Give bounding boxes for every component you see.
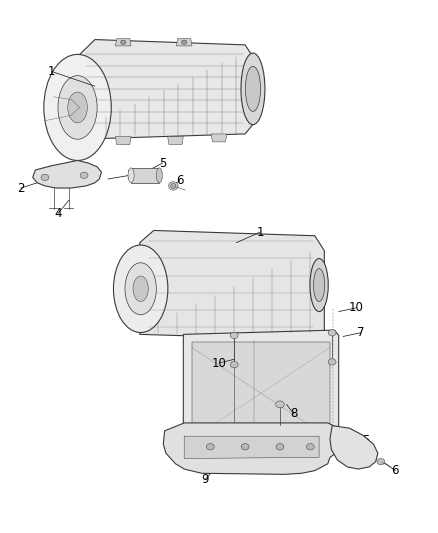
Text: 6: 6	[176, 174, 184, 187]
Ellipse shape	[128, 168, 134, 183]
Polygon shape	[33, 160, 102, 188]
Ellipse shape	[120, 40, 126, 44]
Ellipse shape	[245, 66, 261, 111]
Ellipse shape	[314, 269, 325, 302]
Ellipse shape	[113, 245, 168, 333]
Text: 2: 2	[17, 182, 25, 195]
Text: 5: 5	[362, 434, 370, 447]
Ellipse shape	[230, 332, 238, 338]
Ellipse shape	[241, 443, 249, 450]
Text: 4: 4	[54, 207, 62, 220]
Ellipse shape	[58, 76, 97, 139]
Polygon shape	[184, 436, 319, 458]
Ellipse shape	[310, 259, 328, 312]
Ellipse shape	[44, 54, 111, 160]
Text: 1: 1	[257, 225, 264, 239]
Text: 3: 3	[126, 169, 134, 182]
Text: 6: 6	[392, 464, 399, 477]
Ellipse shape	[68, 92, 87, 123]
Ellipse shape	[182, 40, 187, 44]
Ellipse shape	[171, 183, 176, 188]
Text: 1: 1	[48, 65, 55, 78]
Polygon shape	[163, 423, 341, 474]
Ellipse shape	[328, 359, 336, 365]
Polygon shape	[116, 136, 131, 144]
Polygon shape	[78, 39, 258, 139]
Ellipse shape	[276, 401, 284, 408]
Ellipse shape	[230, 361, 238, 368]
Ellipse shape	[276, 443, 284, 450]
Ellipse shape	[307, 443, 314, 450]
Polygon shape	[192, 342, 330, 441]
Ellipse shape	[133, 276, 148, 302]
Polygon shape	[116, 38, 131, 46]
Text: 5: 5	[159, 157, 166, 169]
Text: 8: 8	[290, 407, 297, 421]
Polygon shape	[330, 425, 378, 469]
Text: 10: 10	[212, 357, 226, 369]
Text: 10: 10	[349, 301, 364, 314]
Ellipse shape	[328, 329, 336, 336]
Text: 9: 9	[201, 473, 209, 486]
Polygon shape	[211, 134, 227, 142]
Polygon shape	[184, 330, 339, 452]
Ellipse shape	[206, 443, 214, 450]
Polygon shape	[140, 230, 324, 340]
Ellipse shape	[41, 174, 49, 181]
Text: 7: 7	[357, 326, 364, 340]
Ellipse shape	[80, 172, 88, 179]
Polygon shape	[177, 38, 192, 46]
Polygon shape	[168, 136, 184, 144]
Polygon shape	[131, 168, 159, 183]
Ellipse shape	[156, 168, 162, 183]
Ellipse shape	[169, 182, 178, 190]
Ellipse shape	[377, 458, 385, 465]
Ellipse shape	[125, 263, 156, 315]
Ellipse shape	[241, 53, 265, 125]
